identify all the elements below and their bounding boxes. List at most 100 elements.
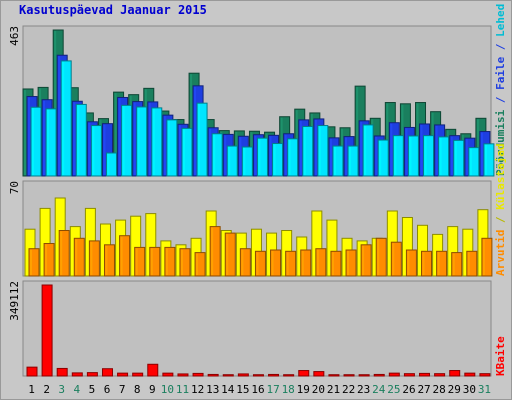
bar-highlight [274, 145, 276, 175]
bar-highlight [283, 232, 285, 276]
right-axis-label-part: KBaite [494, 336, 507, 376]
x-tick-label-16: 16 [251, 383, 264, 396]
bar-highlight [394, 137, 396, 175]
bar-highlight [24, 90, 26, 175]
bar-highlight [134, 374, 136, 375]
bar-highlight [30, 250, 32, 275]
bar-highlight [304, 127, 306, 175]
bar-highlight [222, 232, 224, 276]
bar-highlight [103, 125, 105, 175]
bar-highlight [362, 246, 364, 275]
bar-highlight [268, 234, 270, 275]
x-tick-label-31: 31 [478, 383, 491, 396]
bar-kbaite-17 [269, 374, 279, 376]
bar-highlight [196, 254, 198, 275]
bar-highlight [103, 370, 105, 375]
bar-highlight [334, 147, 336, 175]
bar-highlight [270, 136, 272, 175]
right-axis-label: Arvutid / Külastajad [494, 144, 507, 276]
panel-background [23, 281, 491, 376]
bar-highlight [207, 212, 209, 275]
chart-title: Kasutuspäevad Jaanuar 2015 [19, 3, 207, 17]
bar-highlight [194, 87, 196, 175]
x-tick-label-28: 28 [433, 383, 446, 396]
right-axis-label-part: Külastajad [494, 144, 507, 210]
bar-highlight [403, 219, 405, 276]
bar-highlight [285, 135, 287, 175]
bar-highlight [26, 230, 28, 275]
bar-kbaite-14 [223, 375, 233, 376]
bar-highlight [209, 129, 211, 175]
bar-highlight [73, 102, 75, 175]
x-tick-label-19: 19 [297, 383, 310, 396]
bar-highlight [300, 121, 302, 175]
bar-kbaite-23 [359, 375, 369, 376]
x-tick-label-30: 30 [463, 383, 476, 396]
bar-highlight [151, 248, 153, 275]
x-tick-label-3: 3 [58, 383, 65, 396]
bar-highlight [256, 252, 258, 275]
x-tick-label-5: 5 [89, 383, 96, 396]
bar-highlight [179, 125, 181, 175]
right-axis-label-part: Lehed [494, 4, 507, 37]
bar-highlight [302, 251, 304, 275]
x-tick-label-17: 17 [266, 383, 279, 396]
bar-highlight [455, 141, 457, 175]
bar-highlight [177, 246, 179, 275]
bar-highlight [379, 141, 381, 175]
x-tick-label-4: 4 [74, 383, 81, 396]
bar-highlight [43, 286, 45, 375]
x-tick-label-27: 27 [417, 383, 430, 396]
bar-highlight [479, 211, 481, 275]
bar-highlight [345, 138, 347, 175]
bar-highlight [436, 126, 438, 175]
bar-highlight [252, 230, 254, 275]
bar-highlight [107, 154, 109, 175]
bar-highlight [153, 109, 155, 175]
bar-highlight [272, 251, 274, 275]
bar-highlight [438, 252, 440, 275]
x-tick-label-1: 1 [28, 383, 35, 396]
x-tick-label-6: 6 [104, 383, 111, 396]
bar-highlight [73, 374, 75, 375]
bar-highlight [239, 137, 241, 175]
bar-highlight [198, 104, 200, 175]
bar-highlight [90, 242, 92, 275]
y-tick-label: 349112 [8, 281, 21, 321]
bar-highlight [347, 251, 349, 275]
bar-highlight [226, 234, 228, 275]
bar-highlight [421, 374, 423, 375]
bar-highlight [390, 124, 392, 175]
bar-highlight [105, 246, 107, 275]
x-tick-label-9: 9 [149, 383, 156, 396]
right-axis-label: KBaite [494, 336, 507, 376]
x-tick-label-25: 25 [387, 383, 400, 396]
bar-highlight [449, 228, 451, 275]
x-tick-label-14: 14 [221, 383, 235, 396]
bar-highlight [28, 98, 30, 175]
bar-kbaite-18 [284, 375, 294, 376]
bar-highlight [62, 62, 64, 175]
bar-highlight [349, 147, 351, 175]
bar-highlight [132, 217, 134, 275]
bar-highlight [434, 235, 436, 275]
bar-highlight [466, 139, 468, 175]
bar-highlight [392, 243, 394, 275]
bar-highlight [419, 226, 421, 275]
bar-highlight [86, 209, 88, 275]
bar-kbaite-24 [374, 374, 384, 376]
x-tick-label-12: 12 [191, 383, 204, 396]
bar-highlight [315, 120, 317, 175]
bar-highlight [258, 139, 260, 175]
bar-highlight [149, 103, 151, 175]
bar-highlight [332, 252, 334, 275]
x-tick-label-8: 8 [134, 383, 141, 396]
bar-highlight [289, 140, 291, 175]
bar-highlight [254, 136, 256, 175]
bar-highlight [92, 127, 94, 175]
bar-highlight [464, 230, 466, 275]
bar-kbaite-16 [253, 375, 263, 376]
bar-highlight [45, 245, 47, 276]
bar-highlight [149, 365, 151, 375]
